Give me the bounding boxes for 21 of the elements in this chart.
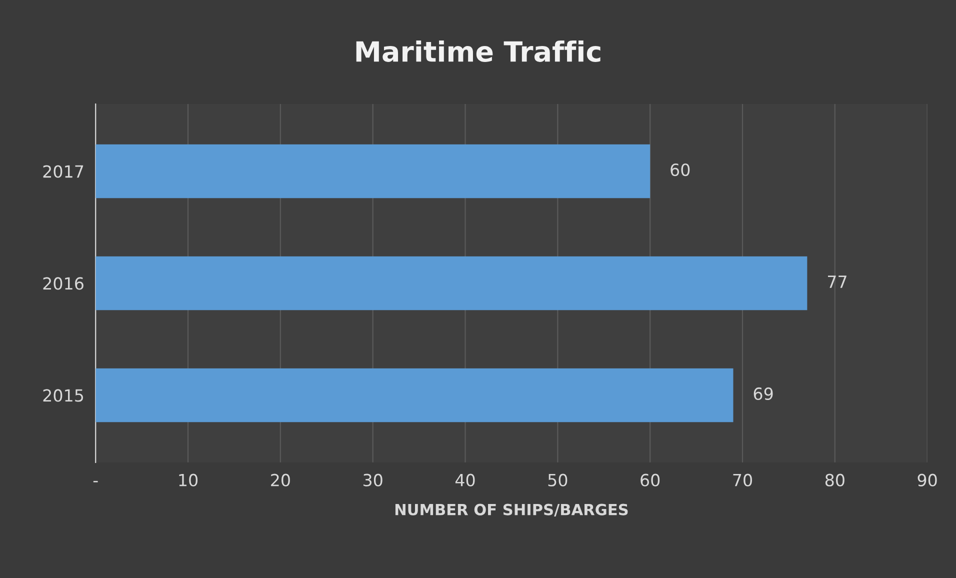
x-tick-label: 90	[918, 474, 937, 486]
x-tick-label: 30	[364, 474, 382, 486]
x-tick-label: -	[93, 480, 98, 482]
y-tick-label: 2016	[43, 277, 84, 290]
data-label: 60	[670, 163, 690, 176]
bar	[96, 368, 734, 422]
bar	[96, 256, 808, 310]
x-tick-label: 70	[733, 474, 752, 486]
x-tick-label: 60	[640, 474, 660, 486]
x-tick-label: 40	[455, 474, 475, 486]
x-tick-label: 20	[271, 474, 290, 486]
data-label: 69	[754, 387, 773, 400]
x-tick-label: 80	[825, 474, 844, 486]
y-tick-label: 2017	[43, 165, 84, 178]
x-tick-label: 50	[548, 474, 568, 486]
y-tick-label: 2015	[43, 389, 84, 402]
data-label: 77	[828, 276, 846, 288]
chart-title: Maritime Traffic	[356, 40, 600, 62]
x-axis-title: NUMBER OF SHIPS/BARGES	[395, 504, 628, 517]
bar	[96, 144, 650, 198]
x-tick-label: 10	[179, 474, 198, 486]
